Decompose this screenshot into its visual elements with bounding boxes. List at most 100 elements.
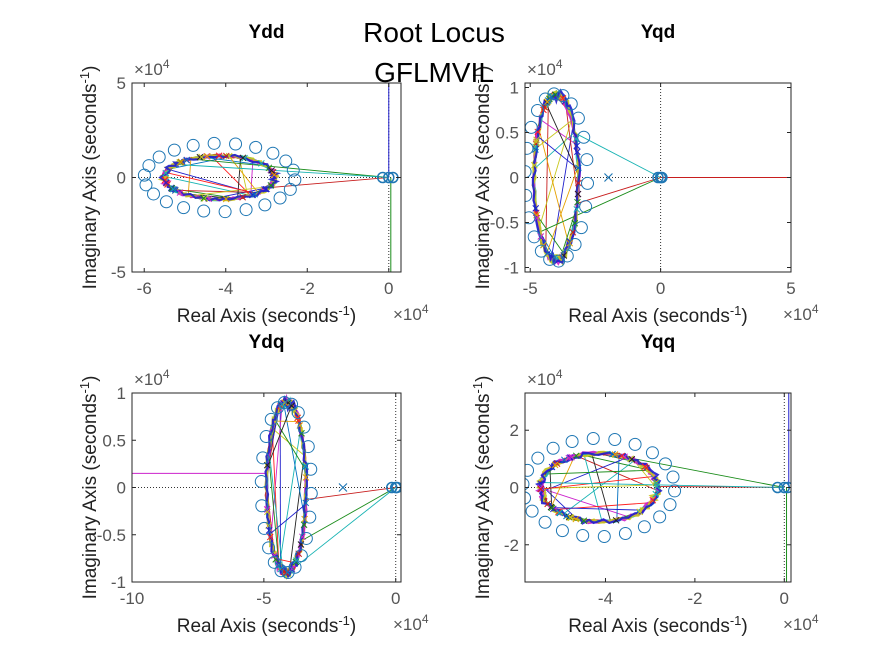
zero-marker <box>277 396 291 410</box>
y-tick-label: 1 <box>510 79 519 98</box>
x-axis-label-close: ) <box>350 306 356 327</box>
pole-marker <box>176 189 184 196</box>
locus-chord <box>538 127 570 246</box>
zero-marker <box>525 188 533 202</box>
locus-chord <box>550 124 574 259</box>
pole-marker <box>572 515 580 523</box>
locus-branch-to-origin <box>301 487 396 542</box>
pole-marker <box>258 159 265 167</box>
x-axis-label-exponent: -1 <box>338 613 350 628</box>
pole-marker <box>222 152 230 160</box>
pole-marker <box>200 194 208 202</box>
x-tick-label: -4 <box>218 279 233 298</box>
zero-marker <box>556 89 570 103</box>
pole-marker <box>574 198 581 206</box>
origin-zero-marker <box>656 171 668 184</box>
zero-marker <box>249 140 263 154</box>
y-axis-label: Imaginary Axis (seconds-1) <box>470 66 494 290</box>
y-axis-label-exponent: -1 <box>470 72 485 84</box>
zero-marker <box>628 437 642 451</box>
pole-marker <box>297 541 305 548</box>
locus-chord <box>267 451 280 567</box>
y-axis-label-close: ) <box>473 376 494 382</box>
zero-marker <box>254 475 268 489</box>
zero-marker <box>580 153 594 167</box>
pole-marker <box>575 179 582 187</box>
zero-marker <box>267 555 281 569</box>
pole-marker <box>531 161 538 169</box>
pole-marker <box>301 515 308 523</box>
pole-marker <box>265 527 273 534</box>
locus-chord <box>165 172 257 194</box>
y-multiplier-exponent: 4 <box>163 367 170 381</box>
zero-marker <box>142 159 156 173</box>
locus-branch-to-origin <box>175 163 389 178</box>
zero-marker <box>637 520 651 534</box>
zero-marker <box>525 211 536 225</box>
zero-marker <box>152 150 166 164</box>
locus-chord <box>536 135 579 170</box>
x-tick-label: 0 <box>391 589 400 608</box>
y-multiplier: ×104 <box>527 367 563 389</box>
locus-chord <box>564 101 579 198</box>
y-multiplier: ×104 <box>134 367 170 389</box>
pole-marker <box>636 508 644 516</box>
pole-marker <box>580 517 588 525</box>
zero-marker <box>576 529 590 543</box>
locus-branch-to-origin <box>541 482 785 488</box>
pole-marker <box>574 190 582 198</box>
zero-marker <box>527 230 541 244</box>
pole-marker <box>171 186 179 194</box>
y-tick-label: -0.5 <box>490 214 519 233</box>
locus-chord <box>274 418 307 471</box>
x-axis-label-close: ) <box>741 306 747 327</box>
locus-chord <box>278 428 302 567</box>
locus-chord <box>268 447 284 572</box>
pole-marker <box>618 452 626 460</box>
y-multiplier-exponent: 4 <box>556 367 563 381</box>
pole-marker <box>537 484 545 492</box>
locus-chord <box>540 457 628 493</box>
locus-chord <box>237 157 242 199</box>
pole-marker <box>270 171 278 179</box>
x-tick-label: -5 <box>256 589 271 608</box>
x-tick-label: -2 <box>687 589 702 608</box>
figure-title: Root Locus <box>363 17 505 48</box>
zero-marker <box>255 499 269 513</box>
origin-zero-marker <box>782 481 791 494</box>
locus-branch-to-origin <box>268 177 389 189</box>
y-tick-label: 2 <box>510 421 519 440</box>
pole-marker <box>641 463 649 470</box>
zero-marker <box>555 524 569 538</box>
zero-marker <box>294 549 308 563</box>
zero-marker <box>653 510 667 524</box>
plot-content <box>132 83 401 272</box>
pole-marker <box>288 402 296 410</box>
zero-marker <box>159 195 173 209</box>
zero-marker <box>257 521 271 535</box>
y-axis-label-exponent: -1 <box>77 72 92 84</box>
pole-marker <box>266 533 274 541</box>
pole-marker <box>611 451 619 458</box>
pole-marker <box>612 516 620 524</box>
zero-marker <box>574 221 588 235</box>
zero-marker <box>534 244 548 258</box>
zero-marker <box>299 531 313 545</box>
zero-marker <box>525 463 535 477</box>
pole-marker <box>653 482 661 490</box>
locus-chord <box>289 453 305 572</box>
locus-chord <box>550 456 575 508</box>
pole-marker <box>198 153 205 161</box>
zero-marker <box>525 477 530 491</box>
plot-area <box>132 83 401 272</box>
locus-branch-to-origin <box>191 158 389 178</box>
pole-marker <box>571 219 579 227</box>
pole-marker <box>566 514 574 521</box>
zero-marker <box>239 203 253 217</box>
zero-marker <box>283 182 297 196</box>
pole-marker <box>548 504 556 512</box>
locus-chord <box>538 118 573 229</box>
pole-marker <box>201 195 209 202</box>
pole-marker <box>568 453 575 461</box>
pole-marker <box>574 148 581 156</box>
